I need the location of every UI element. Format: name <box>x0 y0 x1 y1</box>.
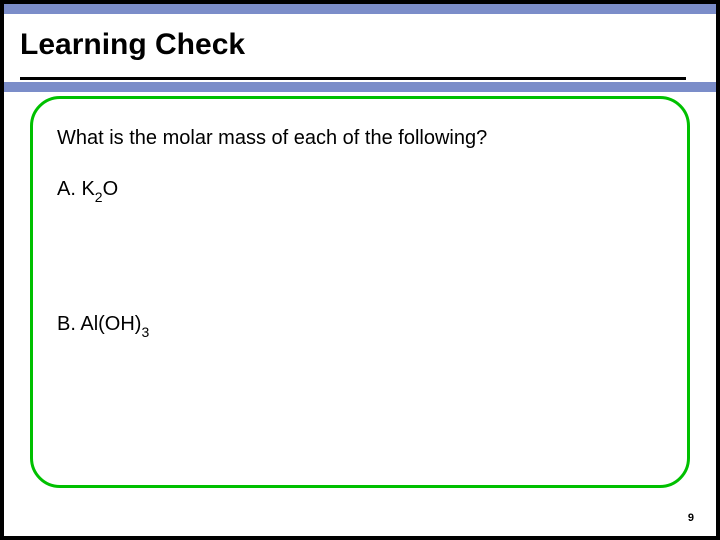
header-bottom-stripe <box>4 82 716 92</box>
option-a-prefix: A. K <box>57 178 95 200</box>
option-a-subscript: 2 <box>95 189 103 205</box>
page-number: 9 <box>688 512 694 524</box>
header-main: Learning Check <box>4 14 716 82</box>
header-region: Learning Check <box>4 4 716 92</box>
slide: Learning Check What is the molar mass of… <box>4 4 716 536</box>
question-text: What is the molar mass of each of the fo… <box>57 127 663 150</box>
header-top-stripe <box>4 4 716 14</box>
slide-title: Learning Check <box>20 28 245 62</box>
option-b-subscript: 3 <box>141 324 149 340</box>
option-a-suffix: O <box>103 178 119 200</box>
option-b: B. Al(OH)3 <box>57 313 663 338</box>
content-box: What is the molar mass of each of the fo… <box>30 96 690 488</box>
title-underline <box>20 77 686 80</box>
option-a: A. K2O <box>57 178 663 203</box>
option-b-prefix: B. Al(OH) <box>57 313 141 335</box>
